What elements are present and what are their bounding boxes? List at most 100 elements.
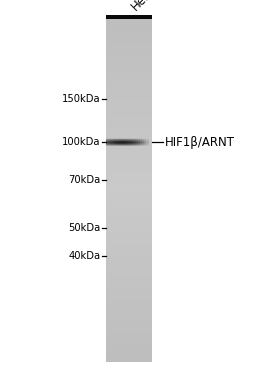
Bar — [119, 144, 121, 145]
Bar — [108, 144, 111, 145]
Bar — [119, 140, 121, 141]
Bar — [113, 142, 115, 143]
Bar — [106, 128, 152, 133]
Bar — [127, 138, 130, 139]
Bar — [106, 145, 109, 146]
Bar — [106, 184, 152, 189]
Bar — [132, 139, 134, 140]
Bar — [115, 144, 117, 145]
Bar — [123, 145, 125, 146]
Bar — [115, 146, 117, 147]
Bar — [106, 143, 109, 144]
Bar — [142, 142, 144, 143]
Bar — [108, 140, 111, 141]
Bar — [111, 138, 113, 139]
Bar — [134, 145, 136, 146]
Bar — [142, 140, 144, 141]
Bar — [117, 142, 119, 143]
Bar — [138, 142, 140, 143]
Bar — [136, 145, 138, 146]
Bar — [127, 139, 130, 140]
Bar — [127, 143, 130, 144]
Text: 70kDa: 70kDa — [68, 175, 100, 185]
Bar — [113, 144, 115, 145]
Bar — [132, 142, 134, 143]
Bar — [138, 145, 140, 146]
Bar — [115, 143, 117, 144]
Bar — [125, 142, 127, 143]
Bar — [132, 144, 134, 145]
Bar — [144, 139, 147, 140]
Bar — [111, 140, 113, 141]
Bar — [123, 142, 125, 143]
Bar — [119, 138, 121, 139]
Bar — [106, 59, 152, 64]
Bar — [106, 258, 152, 263]
Bar — [119, 142, 121, 143]
Bar — [127, 144, 130, 145]
Bar — [121, 139, 123, 140]
Bar — [106, 140, 109, 141]
Bar — [136, 139, 138, 140]
Bar — [119, 144, 121, 145]
Bar — [134, 142, 136, 143]
Bar — [125, 140, 127, 141]
Bar — [121, 143, 123, 144]
Bar — [106, 76, 152, 81]
Bar — [108, 138, 111, 139]
Bar — [130, 146, 132, 147]
Bar — [144, 140, 147, 141]
Bar — [108, 139, 111, 140]
Bar — [106, 115, 152, 120]
Bar — [123, 139, 125, 140]
Bar — [140, 139, 142, 140]
Bar — [140, 139, 142, 140]
Bar — [106, 144, 109, 145]
Bar — [106, 25, 152, 30]
Bar — [121, 144, 123, 145]
Bar — [117, 138, 119, 139]
Bar — [142, 138, 144, 139]
Bar — [142, 139, 144, 140]
Bar — [130, 142, 132, 143]
Bar — [125, 145, 127, 146]
Bar — [121, 142, 123, 143]
Bar — [127, 138, 130, 139]
Bar — [144, 141, 147, 142]
Bar — [130, 140, 132, 141]
Bar — [134, 143, 136, 144]
Bar — [115, 144, 117, 145]
Bar — [106, 102, 152, 107]
Bar — [108, 143, 111, 144]
Bar — [121, 143, 123, 144]
Bar — [146, 141, 149, 142]
Bar — [138, 144, 140, 145]
Bar — [130, 144, 132, 145]
Bar — [115, 138, 117, 139]
Bar — [106, 352, 152, 357]
Bar — [117, 143, 119, 144]
Bar — [113, 142, 115, 143]
Bar — [117, 143, 119, 144]
Bar — [130, 145, 132, 146]
Bar — [140, 141, 142, 142]
Bar — [106, 138, 109, 139]
Bar — [106, 253, 152, 258]
Bar — [123, 144, 125, 145]
Bar — [125, 143, 127, 144]
Bar — [106, 270, 152, 276]
Bar — [138, 142, 140, 143]
Bar — [123, 142, 125, 143]
Bar — [121, 138, 123, 139]
Bar — [106, 141, 109, 142]
Bar — [123, 142, 125, 143]
Bar — [106, 339, 152, 345]
Bar — [132, 138, 134, 139]
Bar — [108, 146, 111, 147]
Bar — [115, 145, 117, 146]
Bar — [106, 279, 152, 284]
Bar — [136, 146, 138, 147]
Bar — [146, 139, 149, 140]
Bar — [111, 141, 113, 142]
Bar — [108, 138, 111, 139]
